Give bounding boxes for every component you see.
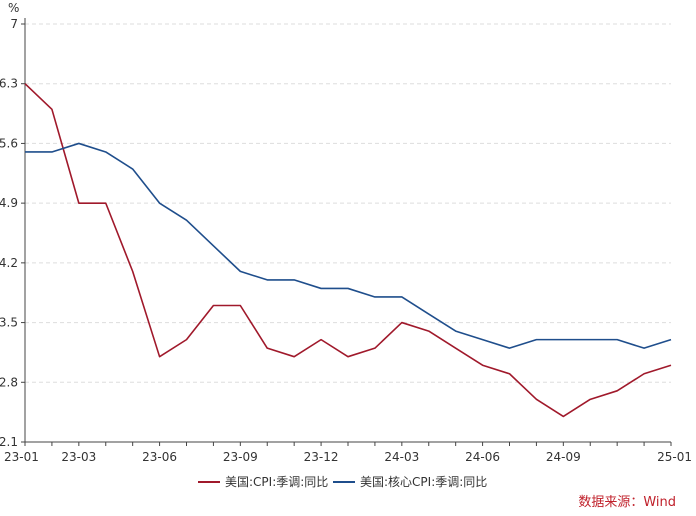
y-tick-label: 2.8 [0, 375, 18, 389]
series-line-1 [24, 83, 672, 418]
y-tick-label: 2.1 [0, 435, 18, 449]
y-tick-label: 4.9 [0, 196, 18, 210]
y-tick-label: 5.6 [0, 136, 18, 150]
legend-label-2: 美国:核心CPI:季调:同比 [360, 475, 487, 489]
x-tick-label: 24-06 [465, 450, 500, 464]
y-axis-unit: % [8, 1, 19, 15]
data-source-note: 数据来源：Wind [578, 495, 676, 510]
x-tick-label: 23-09 [223, 450, 258, 464]
x-tick-label: 23-03 [61, 450, 96, 464]
x-tick-label: 25-01 [657, 450, 692, 464]
y-axis-ticks: 2.1 2.8 3.5 4.2 4.9 5.6 6.3 7 [0, 17, 25, 449]
x-tick-label: 23-06 [142, 450, 177, 464]
series-line-2 [25, 142, 672, 349]
x-tick-label: 23-12 [304, 450, 339, 464]
legend: 美国:CPI:季调:同比 美国:核心CPI:季调:同比 [198, 475, 487, 489]
x-axis-ticks: 23-01 23-03 23-06 23-09 23-12 24-03 24-06 24-09… [4, 442, 692, 464]
legend-label-1: 美国:CPI:季调:同比 [225, 475, 328, 489]
x-tick-label: 24-09 [546, 450, 581, 464]
series-lines [24, 83, 672, 418]
grid-lines [25, 23, 671, 383]
y-tick-label: 6.3 [0, 77, 18, 91]
y-tick-label: 3.5 [0, 316, 18, 330]
x-tick-label: 24-03 [384, 450, 419, 464]
y-tick-label: 7 [10, 17, 18, 31]
y-tick-label: 4.2 [0, 256, 18, 270]
axes [24, 18, 671, 443]
x-tick-label: 23-01 [4, 450, 39, 464]
